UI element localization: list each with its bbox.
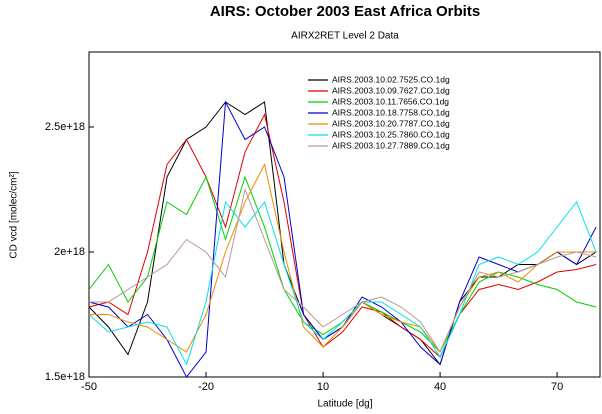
x-tick-label: -20 <box>198 381 214 393</box>
y-tick-label: 1.5e+18 <box>45 371 85 383</box>
legend-label: AIRS.2003.10.25.7860.CO.1dg <box>332 129 450 139</box>
series-line <box>88 200 597 366</box>
x-tick-label: 70 <box>551 381 563 393</box>
y-tick-label: 2.5e+18 <box>45 121 85 133</box>
legend-label: AIRS.2003.10.09.7627.CO.1dg <box>332 85 450 95</box>
x-tick-label: 10 <box>317 381 329 393</box>
legend-label: AIRS.2003.10.11.7656.CO.1dg <box>332 96 449 106</box>
chart-subtitle: AIRX2RET Level 2 Data <box>291 31 399 42</box>
y-axis-label: CD vcd [molec/cm²] <box>9 171 20 258</box>
series-line <box>88 113 597 358</box>
x-axis-label: Latitude [dg] <box>317 399 372 410</box>
legend-label: AIRS.2003.10.20.7787.CO.1dg <box>332 118 450 128</box>
series-line <box>89 163 597 353</box>
legend-label: AIRS.2003.10.18.7758.CO.1dg <box>332 107 450 117</box>
legend-label: AIRS.2003.10.27.7889.CO.1dg <box>332 140 450 150</box>
legend-label: AIRS.2003.10.02.7525.CO.1dg <box>332 74 450 84</box>
chart-title: AIRS: October 2003 East Africa Orbits <box>210 3 480 20</box>
x-tick-label: 40 <box>434 381 446 393</box>
plot-frame <box>88 51 601 378</box>
y-tick-label: 2e+18 <box>54 246 85 258</box>
series-line <box>89 187 597 354</box>
x-tick-label: -50 <box>81 381 97 393</box>
